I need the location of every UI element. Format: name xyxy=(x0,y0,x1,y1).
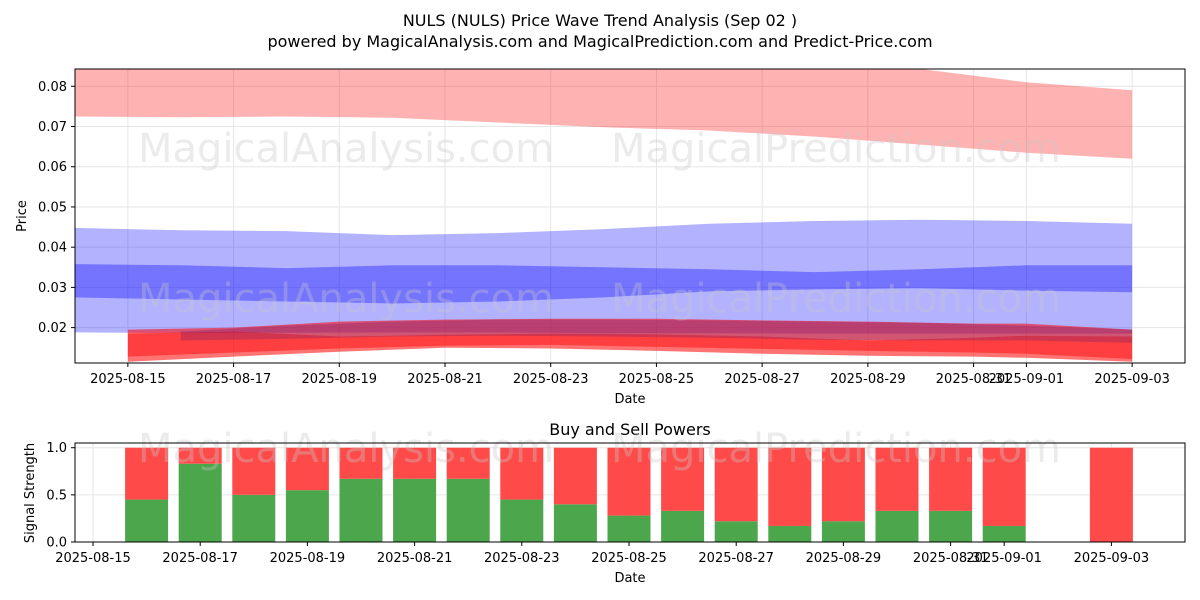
price-band-blue-2 xyxy=(75,264,1133,304)
sell-bar xyxy=(768,447,812,526)
buy-bar xyxy=(178,463,222,542)
sell-bar xyxy=(714,447,758,522)
price-band-blue-1 xyxy=(75,219,1133,334)
sell-bar xyxy=(661,447,705,511)
signal-x-tick-label: 2025-08-29 xyxy=(806,551,882,566)
buy-bar xyxy=(821,521,865,542)
sell-bar xyxy=(178,447,222,464)
signal-y-ticks: 0.0 0.5 1.0 xyxy=(46,441,75,551)
price-band-purple-5 xyxy=(180,319,1133,343)
sell-bar xyxy=(821,447,865,522)
signal-x-tick-label: 2025-08-23 xyxy=(484,551,560,566)
signal-x-tick-label: 2025-08-19 xyxy=(270,551,346,566)
buy-bar xyxy=(929,510,973,542)
watermark-analysis-bottom: MagicalAnalysis.com xyxy=(138,426,554,472)
signal-axes-frame xyxy=(74,442,1186,543)
price-y-ticks: 0.02 0.03 0.04 0.05 0.06 0.07 0.08 xyxy=(38,80,75,336)
buy-bar xyxy=(500,499,544,542)
signal-panel: Buy and Sell Powers MagicalAnalysis.com … xyxy=(23,420,1186,586)
sell-bar xyxy=(607,447,651,516)
signal-x-tick-label: 2025-08-21 xyxy=(377,551,453,566)
signal-y-tick-label: 0.5 xyxy=(46,488,67,503)
sell-bar xyxy=(982,447,1026,526)
buy-bar xyxy=(553,504,597,542)
price-x-tick-label: 2025-09-03 xyxy=(1094,372,1170,387)
signal-bars xyxy=(125,447,1133,542)
chart-title: NULS (NULS) Price Wave Trend Analysis (S… xyxy=(403,11,797,30)
buy-bar xyxy=(982,525,1026,542)
price-x-tick-label: 2025-09-01 xyxy=(989,372,1065,387)
signal-x-tick-label: 2025-09-01 xyxy=(966,551,1042,566)
price-x-tick-label: 2025-08-19 xyxy=(302,372,378,387)
signal-y-tick-label: 1.0 xyxy=(46,441,67,456)
buy-bar xyxy=(285,490,329,542)
signal-x-tick-label: 2025-08-15 xyxy=(55,551,131,566)
signal-x-tick-label: 2025-08-27 xyxy=(698,551,774,566)
signal-x-label: Date xyxy=(614,571,645,586)
sell-bar xyxy=(875,447,919,511)
chart-subtitle: powered by MagicalAnalysis.com and Magic… xyxy=(267,32,932,51)
watermark-prediction-top: MagicalPrediction.com xyxy=(611,126,1061,172)
sell-bar xyxy=(339,447,383,479)
signal-y-label: Signal Strength xyxy=(23,443,38,543)
watermark-analysis-mid: MagicalAnalysis.com xyxy=(138,276,554,322)
signal-title: Buy and Sell Powers xyxy=(549,420,711,439)
buy-bar xyxy=(232,494,276,542)
price-bands xyxy=(75,69,1133,362)
buy-bar xyxy=(607,515,651,542)
sell-bar xyxy=(285,447,329,491)
buy-bar xyxy=(125,499,169,542)
sell-bar xyxy=(232,447,276,495)
price-band-red-3 xyxy=(127,318,1133,362)
watermark-prediction-mid: MagicalPrediction.com xyxy=(611,276,1061,322)
buy-bar xyxy=(714,521,758,542)
price-x-label: Date xyxy=(614,392,645,407)
price-x-tick-label: 2025-08-15 xyxy=(90,372,166,387)
sell-bar xyxy=(500,447,544,500)
sell-bar xyxy=(1089,447,1133,542)
buy-bar xyxy=(875,510,919,542)
buy-bar xyxy=(393,478,437,542)
sell-bar xyxy=(553,447,597,505)
price-x-tick-label: 2025-08-29 xyxy=(830,372,906,387)
price-y-tick-label: 0.03 xyxy=(38,281,67,296)
signal-x-tick-label: 2025-08-25 xyxy=(591,551,667,566)
price-y-tick-label: 0.05 xyxy=(38,200,67,215)
sell-bar xyxy=(393,447,437,479)
price-y-tick-label: 0.06 xyxy=(38,160,67,175)
watermark-analysis-top: MagicalAnalysis.com xyxy=(138,126,554,172)
price-x-ticks: 2025-08-15 2025-08-17 2025-08-19 2025-08-21… xyxy=(90,363,1170,387)
watermark-prediction-bottom: MagicalPrediction.com xyxy=(611,426,1061,472)
price-x-tick-label: 2025-08-17 xyxy=(196,372,272,387)
price-y-tick-label: 0.04 xyxy=(38,241,67,256)
price-x-tick-label: 2025-08-27 xyxy=(724,372,800,387)
buy-bar xyxy=(446,478,490,542)
buy-bar xyxy=(768,525,812,542)
price-x-tick-label: 2025-08-21 xyxy=(407,372,483,387)
price-band-red-0 xyxy=(75,69,1133,159)
signal-x-tick-label: 2025-08-31 xyxy=(913,551,989,566)
price-x-tick-label: 2025-08-25 xyxy=(619,372,695,387)
price-panel: MagicalAnalysis.com MagicalPrediction.co… xyxy=(15,68,1186,407)
sell-bar xyxy=(446,447,490,479)
price-x-tick-label: 2025-08-31 xyxy=(936,372,1012,387)
price-y-tick-label: 0.07 xyxy=(38,120,67,135)
signal-y-tick-label: 0.0 xyxy=(46,536,67,551)
sell-bar xyxy=(125,447,169,500)
price-y-tick-label: 0.08 xyxy=(38,80,67,95)
signal-x-ticks: 2025-08-15 2025-08-17 2025-08-19 2025-08-21… xyxy=(55,542,1149,566)
buy-bar xyxy=(661,510,705,542)
price-y-tick-label: 0.02 xyxy=(38,321,67,336)
signal-x-tick-label: 2025-08-17 xyxy=(162,551,238,566)
signal-x-tick-label: 2025-09-03 xyxy=(1074,551,1150,566)
price-band-red-4 xyxy=(127,331,1133,359)
sell-bar xyxy=(929,447,973,511)
buy-bar xyxy=(339,478,383,542)
price-y-label: Price xyxy=(15,200,30,232)
price-x-tick-label: 2025-08-23 xyxy=(513,372,589,387)
price-axes-frame xyxy=(74,68,1186,364)
